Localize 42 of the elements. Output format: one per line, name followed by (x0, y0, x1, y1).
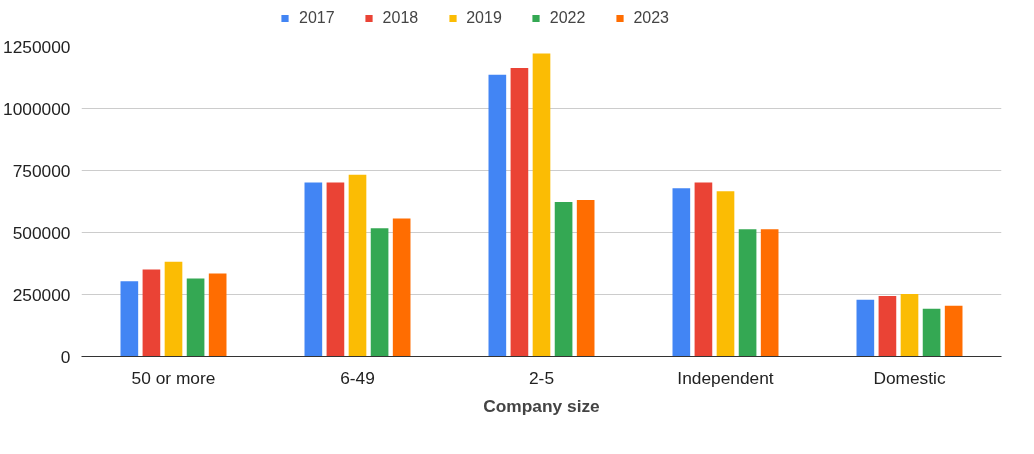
legend-label: 2023 (633, 9, 669, 27)
bar (120, 281, 139, 357)
bar (576, 200, 595, 357)
bar (392, 218, 411, 357)
x-axis-title: Company size (483, 395, 601, 416)
x-tick-label: Domestic (873, 367, 946, 388)
bar (944, 305, 963, 357)
x-tick-label: Independent (677, 367, 774, 388)
bar (900, 294, 919, 357)
bar (142, 269, 161, 357)
bar (326, 182, 345, 357)
bar (348, 174, 367, 357)
bar (760, 229, 779, 357)
bar (208, 273, 227, 357)
x-tick-label: 50 or more (131, 367, 216, 388)
bar (510, 68, 529, 357)
bar (738, 229, 757, 357)
bar (554, 202, 573, 357)
bar (488, 74, 507, 357)
bar (694, 182, 713, 357)
legend-label: 2019 (466, 9, 502, 27)
y-tick-label: 1000000 (3, 98, 71, 119)
x-tick-label: 2-5 (528, 367, 555, 388)
bar (370, 228, 389, 357)
legend-label: 2017 (299, 9, 335, 27)
y-tick-label: 1250000 (3, 36, 71, 57)
y-tick-label: 500000 (12, 222, 71, 243)
bar (304, 182, 323, 357)
bar (164, 261, 183, 357)
y-tick-label: 750000 (12, 160, 71, 181)
x-tick-label: 6-49 (340, 367, 375, 388)
bar (716, 191, 735, 357)
bar (186, 278, 205, 357)
legend-label: 2018 (382, 9, 419, 27)
bar (856, 299, 875, 357)
y-tick-label: 0 (60, 346, 71, 367)
bar (878, 295, 897, 357)
y-tick-label: 250000 (12, 284, 71, 305)
bar (922, 308, 941, 357)
legend-label: 2022 (549, 9, 586, 27)
bar (672, 188, 691, 357)
bar (532, 53, 551, 357)
